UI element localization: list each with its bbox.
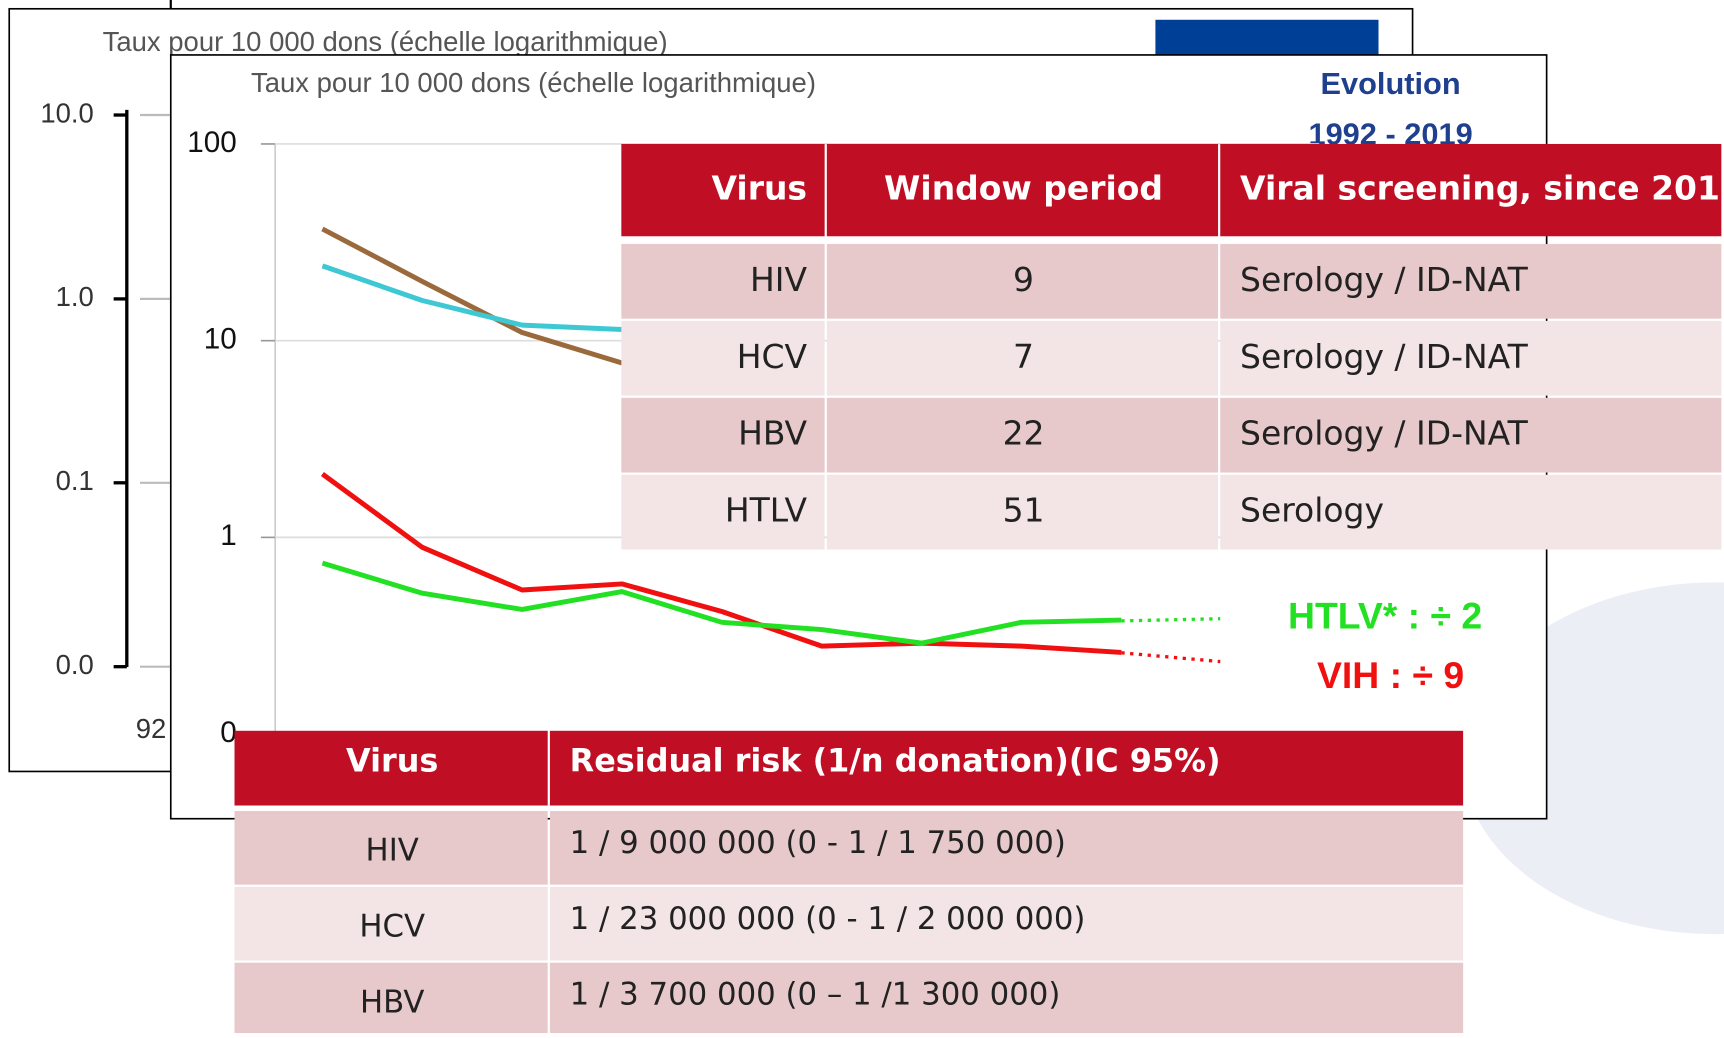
cell-text: 22	[1003, 414, 1045, 453]
series-line	[320, 472, 1122, 655]
y-tick-label: 0.1	[56, 465, 94, 496]
cell-text: 1 / 9 000 000 (0 - 1 / 1 750 000)	[570, 825, 1066, 861]
chart-title: Taux pour 10 000 dons (échelle logarithm…	[251, 67, 816, 98]
header-text: Residual risk (1/n donation)(IC 95%)	[570, 742, 1221, 780]
cell	[549, 886, 1464, 961]
annotation: HTLV* : ÷ 2	[1288, 595, 1482, 637]
cell-text: 7	[1013, 337, 1034, 376]
cell	[234, 886, 548, 961]
header-text: Viral screening, since 2010	[1240, 169, 1724, 208]
header-cell	[549, 730, 1464, 806]
cell-text: 9	[1013, 260, 1034, 299]
y-tick-label: 0	[220, 716, 237, 749]
cell-text: Serology / ID-NAT	[1240, 414, 1529, 453]
header-text: Virus	[346, 742, 438, 780]
chart-title: Taux pour 10 000 dons (échelle logarithm…	[103, 26, 668, 57]
series-line	[321, 560, 1122, 646]
cell	[1220, 397, 1722, 473]
series-line	[321, 226, 623, 366]
cell-text: HCV	[359, 909, 425, 945]
cell-text: HBV	[360, 984, 424, 1020]
y-tick-label: 0.0	[56, 649, 94, 680]
cell-text: Serology	[1240, 491, 1384, 530]
cell	[549, 962, 1464, 1037]
y-tick-label: 10	[204, 323, 237, 356]
cell	[234, 811, 548, 885]
cell	[621, 397, 825, 473]
cell	[826, 243, 1219, 319]
cell	[826, 474, 1219, 550]
y-tick-label: 1	[220, 519, 237, 552]
y-tick-label: 100	[187, 126, 236, 159]
cell-text: HTLV	[725, 491, 808, 530]
tables: Virus Window period Viral screening, since…	[234, 143, 1724, 1037]
cell	[1220, 320, 1722, 396]
cell	[1220, 474, 1722, 550]
cell	[549, 811, 1464, 885]
cell-text: 1 / 23 000 000 (0 - 1 / 2 000 000)	[570, 901, 1086, 937]
header-text: Window period	[884, 169, 1163, 208]
cell-text: 51	[1003, 491, 1045, 530]
cell-text: 1 / 3 700 000 (0 – 1 /1 300 000)	[570, 977, 1061, 1013]
annotation: VIH : ÷ 9	[1317, 654, 1464, 696]
cell-text: HIV	[750, 260, 807, 299]
series-line	[321, 263, 623, 332]
chart-subtitle: Evolution	[1321, 66, 1461, 101]
cell	[621, 320, 825, 396]
y-tick-label: 10.0	[40, 97, 93, 128]
cell-text: HCV	[737, 337, 808, 376]
header-cell	[1220, 143, 1722, 237]
cell-text: Serology / ID-NAT	[1240, 337, 1529, 376]
cell-text: HBV	[738, 414, 807, 453]
cell	[826, 397, 1219, 473]
cell	[1220, 243, 1722, 319]
header-cell	[621, 143, 825, 237]
header-text: Virus	[712, 169, 808, 208]
header-cell	[234, 730, 548, 806]
header-cell	[826, 143, 1219, 237]
cell	[621, 243, 825, 319]
cell	[621, 474, 825, 550]
cell-text: Serology / ID-NAT	[1240, 260, 1529, 299]
cell-text: HIV	[366, 833, 419, 869]
cell	[826, 320, 1219, 396]
x-tick-label: 92	[136, 713, 167, 744]
y-tick-label: 1.0	[56, 281, 94, 312]
cell	[234, 962, 548, 1037]
